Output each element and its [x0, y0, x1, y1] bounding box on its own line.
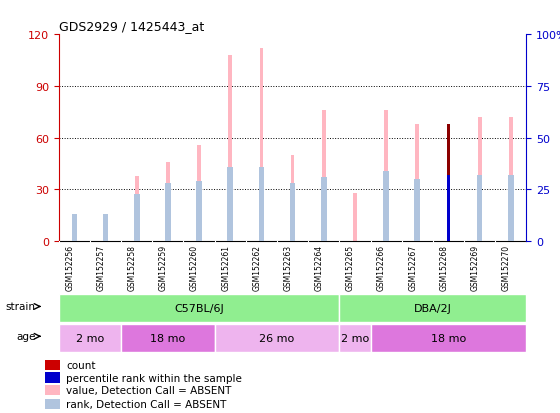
Text: GDS2929 / 1425443_at: GDS2929 / 1425443_at — [59, 19, 204, 33]
Text: GSM152262: GSM152262 — [253, 244, 262, 290]
Bar — [383, 171, 389, 242]
Text: 2 mo: 2 mo — [341, 333, 369, 343]
Bar — [446, 176, 450, 242]
Bar — [45, 360, 60, 370]
Text: 26 mo: 26 mo — [259, 333, 295, 343]
Bar — [371, 324, 526, 352]
Bar — [227, 167, 233, 242]
Bar — [384, 111, 388, 242]
Text: percentile rank within the sample: percentile rank within the sample — [66, 373, 242, 383]
Text: strain: strain — [5, 302, 35, 312]
Bar — [197, 145, 201, 242]
Bar — [477, 176, 483, 242]
Bar — [104, 218, 108, 242]
Bar — [72, 215, 77, 242]
Bar — [478, 118, 482, 242]
Bar — [322, 111, 326, 242]
Bar — [45, 385, 60, 395]
Bar — [446, 125, 450, 242]
Bar — [291, 156, 295, 242]
Text: GSM152268: GSM152268 — [440, 244, 449, 290]
Bar — [59, 324, 121, 352]
Text: GSM152261: GSM152261 — [221, 244, 230, 290]
Bar — [416, 125, 419, 242]
Bar — [166, 162, 170, 242]
Text: value, Detection Call = ABSENT: value, Detection Call = ABSENT — [66, 385, 231, 396]
Text: GSM152258: GSM152258 — [128, 244, 137, 290]
Text: GSM152265: GSM152265 — [346, 244, 355, 290]
Text: count: count — [66, 361, 95, 370]
Bar — [102, 215, 109, 242]
Text: GSM152270: GSM152270 — [502, 244, 511, 290]
Bar — [72, 221, 76, 242]
Text: GSM152263: GSM152263 — [283, 244, 292, 290]
Bar — [134, 194, 139, 242]
Text: age: age — [16, 332, 35, 342]
Bar — [214, 324, 339, 352]
Text: rank, Detection Call = ABSENT: rank, Detection Call = ABSENT — [66, 399, 226, 409]
Bar — [59, 294, 339, 322]
Text: GSM152267: GSM152267 — [408, 244, 417, 290]
Text: 18 mo: 18 mo — [150, 333, 185, 343]
Text: 2 mo: 2 mo — [76, 333, 104, 343]
Bar — [339, 294, 526, 322]
Text: GSM152260: GSM152260 — [190, 244, 199, 290]
Text: GSM152256: GSM152256 — [66, 244, 74, 290]
Bar — [414, 180, 420, 242]
Bar — [353, 193, 357, 242]
Bar — [508, 176, 514, 242]
Text: 18 mo: 18 mo — [431, 333, 466, 343]
Bar — [321, 178, 326, 242]
Bar — [121, 324, 214, 352]
Bar — [290, 184, 296, 242]
Text: GSM152264: GSM152264 — [315, 244, 324, 290]
Bar — [45, 399, 60, 409]
Text: GSM152257: GSM152257 — [96, 244, 105, 290]
Text: DBA/2J: DBA/2J — [414, 303, 452, 313]
Bar — [339, 324, 371, 352]
Bar — [45, 373, 60, 383]
Text: C57BL/6J: C57BL/6J — [174, 303, 224, 313]
Bar — [509, 118, 513, 242]
Text: GSM152266: GSM152266 — [377, 244, 386, 290]
Bar — [165, 184, 171, 242]
Bar — [259, 49, 263, 242]
Bar — [135, 176, 139, 242]
Bar — [259, 167, 264, 242]
Bar — [228, 56, 232, 242]
Text: GSM152269: GSM152269 — [470, 244, 479, 290]
Bar — [196, 182, 202, 242]
Text: GSM152259: GSM152259 — [159, 244, 168, 290]
